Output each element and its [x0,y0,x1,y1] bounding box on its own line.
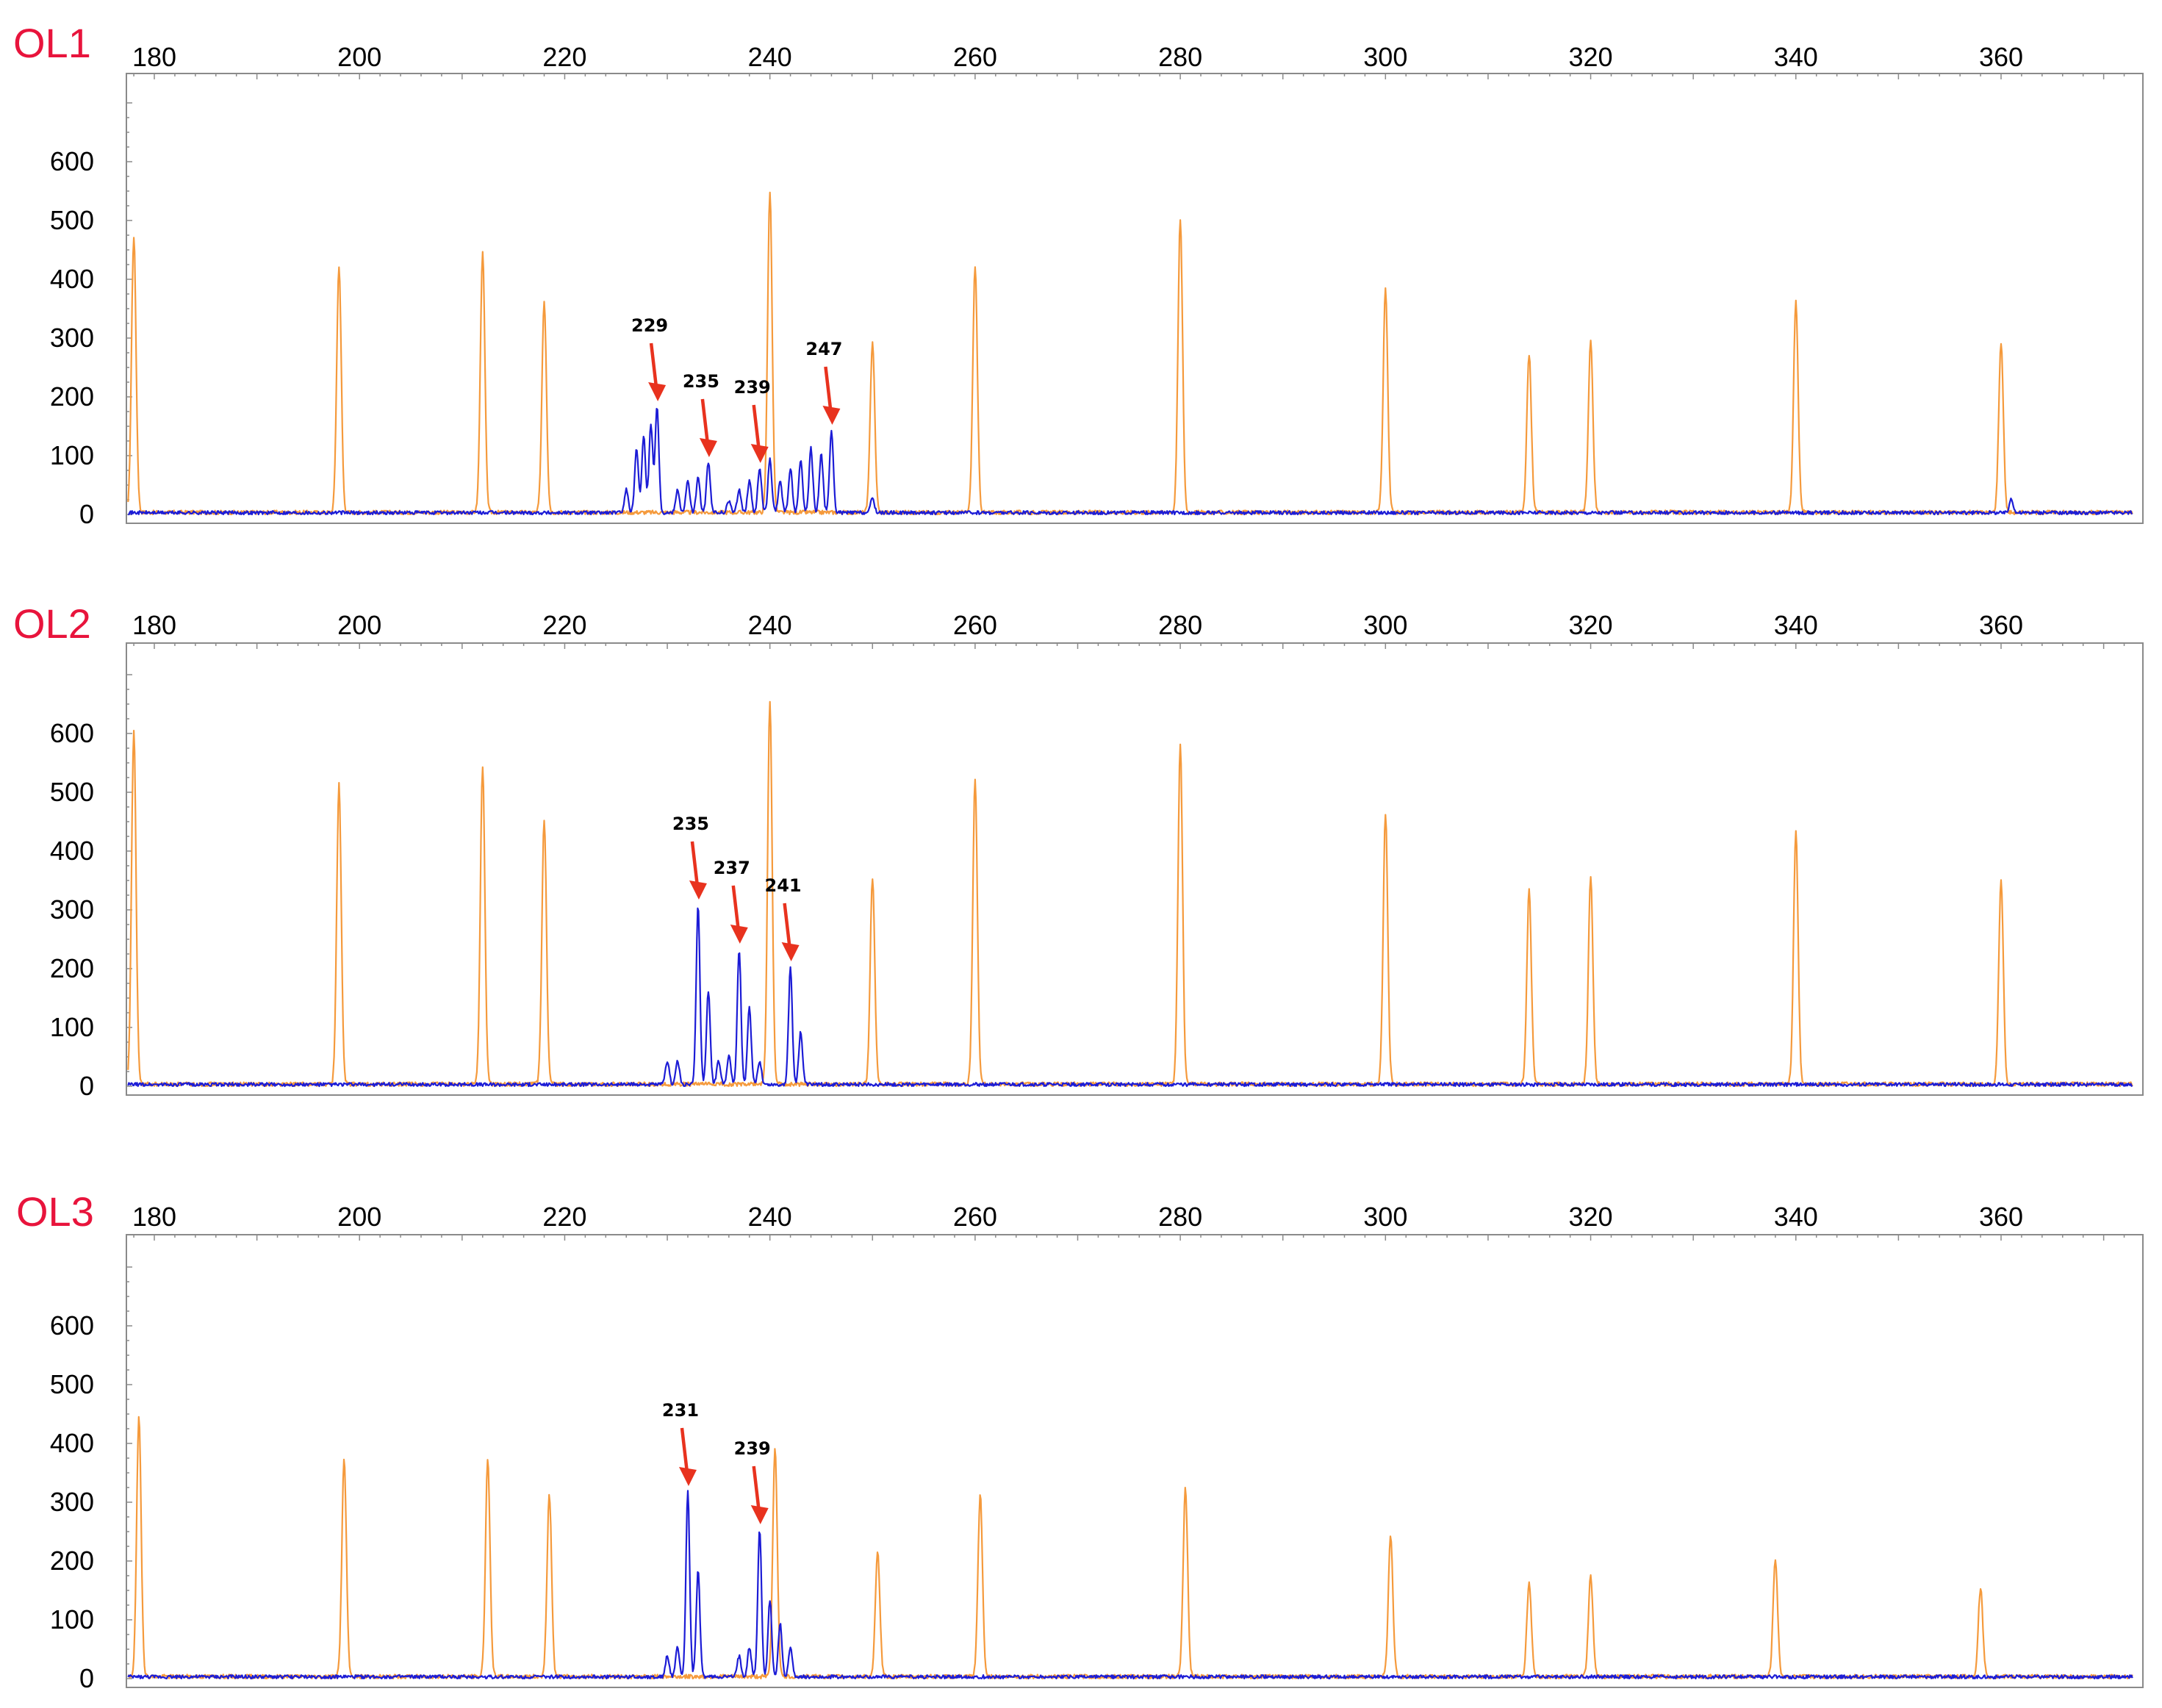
x-tick-label: 360 [1979,610,2023,640]
panel-label: OL2 [13,600,91,647]
x-tick-label: 320 [1569,42,1613,72]
panel-ol1: OL1 180 200 220 240 260 280 300 320 340 360 0 100 200… [13,20,2144,529]
x-tick-label: 260 [953,42,997,72]
y-tick-label: 300 [50,894,94,925]
plot-frame [126,73,2144,524]
annotation-arrowhead [781,942,800,961]
x-tick-label: 240 [748,42,792,72]
y-tick-label: 500 [50,777,94,807]
x-tick-label: 180 [132,1202,176,1232]
y-tick-label: 200 [50,953,94,983]
y-tick-label: 0 [79,1663,94,1693]
annotation-arrowhead [699,438,717,457]
plot-frame [126,642,2144,1096]
x-tick-label: 360 [1979,42,2023,72]
annotation-arrowhead [678,1467,697,1486]
panel-label: OL3 [16,1188,94,1235]
y-tick-label: 200 [50,1546,94,1576]
x-tick-label: 300 [1363,1202,1407,1232]
panel-ol3: OL3 180 200 220 240 260 280 300 320 340 360 0 100 200… [16,1188,2144,1693]
peak-annotation-label: 235 [672,814,709,834]
y-tick-label: 500 [50,1369,94,1399]
y-tick-label: 100 [50,1012,94,1042]
x-tick-label: 340 [1774,42,1818,72]
x-tick-label: 220 [542,1202,586,1232]
y-tick-label: 400 [50,264,94,294]
y-tick-label: 300 [50,323,94,353]
peak-annotation-label: 235 [683,371,719,392]
y-tick-label: 400 [50,1428,94,1458]
x-tick-label: 220 [542,610,586,640]
x-tick-label: 180 [132,42,176,72]
x-tick-label: 240 [748,610,792,640]
x-tick-label: 280 [1158,1202,1202,1232]
y-tick-label: 500 [50,205,94,235]
peak-annotation-label: 231 [662,1400,699,1421]
peak-annotation-label: 239 [734,1438,771,1459]
x-tick-label: 320 [1569,1202,1613,1232]
x-tick-label: 360 [1979,1202,2023,1232]
y-tick-label: 600 [50,146,94,176]
x-tick-label: 220 [542,42,586,72]
y-tick-label: 0 [79,1071,94,1101]
peak-annotation-label: 241 [765,875,802,896]
peak-annotation-label: 239 [734,377,771,398]
x-tick-label: 180 [132,610,176,640]
annotation-arrowhead [689,880,707,900]
x-tick-label: 280 [1158,610,1202,640]
y-tick-label: 600 [50,718,94,748]
peak-annotation-label: 237 [714,858,750,878]
panel-label: OL1 [13,20,91,66]
panel-ol2: OL2 180 200 220 240 260 280 300 320 340 360 0 100 200… [13,600,2144,1101]
x-tick-label: 340 [1774,610,1818,640]
x-tick-label: 240 [748,1202,792,1232]
peak-annotation-label: 229 [631,315,668,336]
annotation-arrowhead [822,406,841,425]
sample-trace [127,907,2133,1088]
x-tick-label: 300 [1363,42,1407,72]
x-tick-label: 260 [953,610,997,640]
sample-trace [127,1490,2133,1680]
y-tick-label: 400 [50,836,94,866]
y-tick-label: 200 [50,381,94,412]
annotation-arrowhead [750,444,769,463]
x-tick-label: 320 [1569,610,1613,640]
x-tick-label: 280 [1158,42,1202,72]
plot-frame [126,1234,2144,1688]
x-tick-label: 300 [1363,610,1407,640]
x-tick-label: 200 [337,610,381,640]
sample-trace [128,407,2133,516]
annotation-arrowhead [750,1505,769,1524]
y-tick-label: 300 [50,1487,94,1517]
annotation-arrowhead [648,382,667,401]
y-tick-label: 100 [50,440,94,470]
x-tick-label: 260 [953,1202,997,1232]
y-tick-label: 100 [50,1604,94,1635]
x-tick-label: 340 [1774,1202,1818,1232]
annotation-arrowhead [730,925,748,944]
x-tick-label: 200 [337,42,381,72]
x-tick-label: 200 [337,1202,381,1232]
peak-annotation-label: 247 [805,339,842,359]
y-tick-label: 600 [50,1310,94,1341]
y-tick-label: 0 [79,499,94,529]
